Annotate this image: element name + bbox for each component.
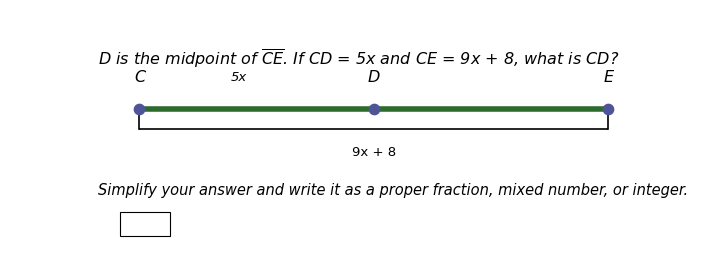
Text: Simplify your answer and write it as a proper fraction, mixed number, or integer: Simplify your answer and write it as a p…: [98, 183, 688, 199]
Text: D: D: [367, 70, 379, 85]
FancyBboxPatch shape: [120, 212, 170, 236]
Text: 5x: 5x: [231, 71, 248, 84]
Text: C: C: [134, 70, 145, 85]
Text: D is the midpoint of $\overline{CE}$. If $CD$ = 5x and $CE$ = 9x + 8, what is $C: D is the midpoint of $\overline{CE}$. If…: [98, 47, 619, 70]
Point: [134, 107, 145, 111]
Point: [603, 107, 614, 111]
Text: 9x + 8: 9x + 8: [352, 146, 396, 159]
Point: [368, 107, 379, 111]
Text: E: E: [604, 70, 614, 85]
